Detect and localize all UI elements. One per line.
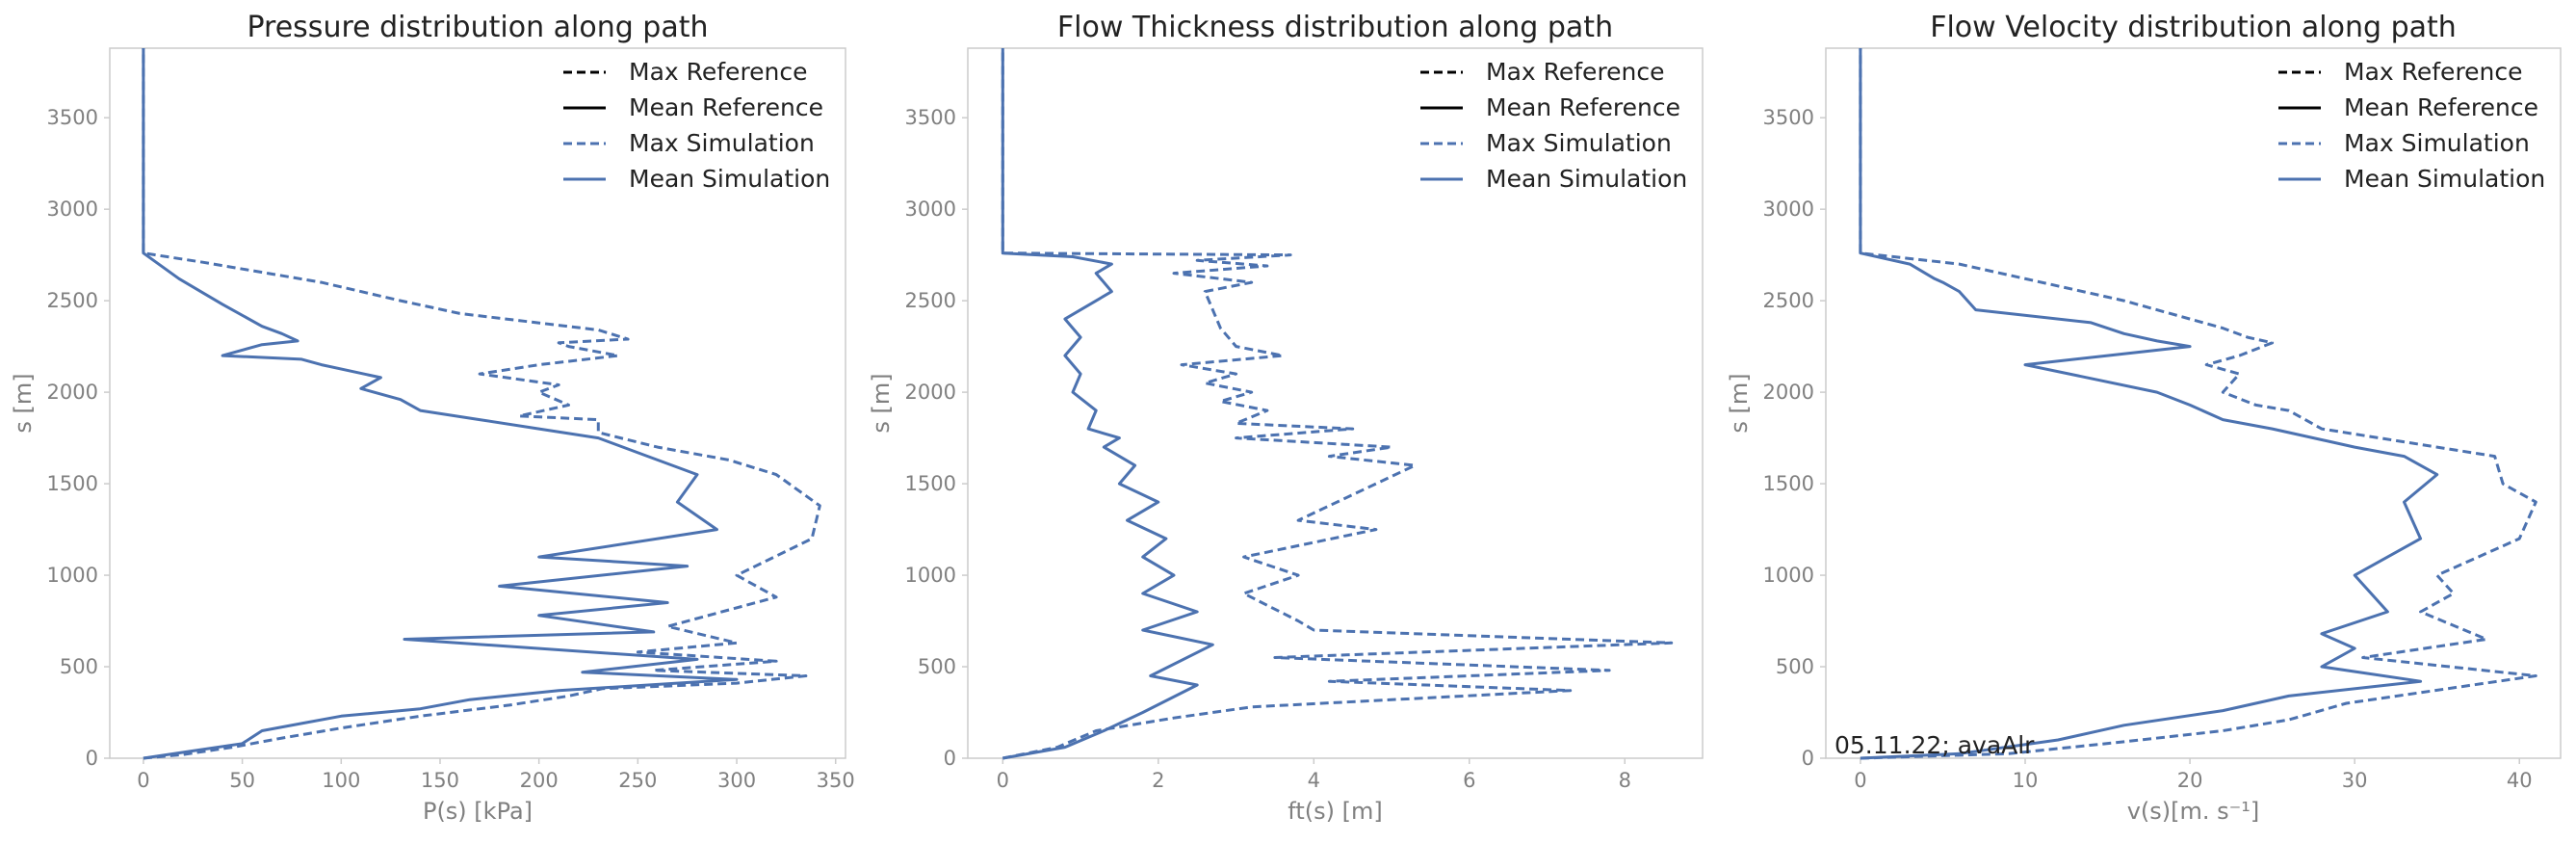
y-tick-label: 2500 xyxy=(1763,289,1814,312)
chart-panel-3: Flow Velocity distribution along path 0 10… xyxy=(1726,11,2562,825)
x-tick-label: 10 xyxy=(2013,769,2039,792)
axes-frame xyxy=(967,47,1704,759)
axes-frame xyxy=(1825,47,2562,759)
y-tick-label: 2000 xyxy=(905,381,956,404)
y-tick-label: 2000 xyxy=(47,381,98,404)
x-tick-label: 8 xyxy=(1619,769,1631,792)
y-axis-label: s [m] xyxy=(10,373,37,433)
x-axis-label: ft(s) [m] xyxy=(1288,798,1382,825)
legend-label: Mean Reference xyxy=(2344,93,2538,121)
y-tick-label: 3000 xyxy=(47,198,98,221)
chart-title: Flow Thickness distribution along path xyxy=(1057,11,1613,44)
x-tick-label: 200 xyxy=(520,769,559,792)
legend-label: Mean Reference xyxy=(1486,93,1680,121)
y-tick-label: 1000 xyxy=(47,564,98,587)
chart-title: Flow Velocity distribution along path xyxy=(1930,11,2457,44)
y-tick-label: 1500 xyxy=(47,472,98,495)
x-tick-label: 300 xyxy=(717,769,756,792)
y-tick-label: 3000 xyxy=(905,198,956,221)
y-tick-label: 3500 xyxy=(1763,106,1814,129)
legend-label: Max Reference xyxy=(2344,58,2523,86)
y-tick-label: 0 xyxy=(944,747,956,770)
axes-frame xyxy=(109,47,846,759)
x-tick-label: 2 xyxy=(1152,769,1164,792)
y-tick-label: 2500 xyxy=(47,289,98,312)
x-tick-label: 0 xyxy=(137,769,149,792)
x-tick-label: 350 xyxy=(817,769,855,792)
y-tick-label: 1500 xyxy=(905,472,956,495)
y-tick-label: 3500 xyxy=(47,106,98,129)
x-axis-label: P(s) [kPa] xyxy=(423,798,533,825)
legend-label: Mean Simulation xyxy=(1486,165,1687,193)
y-tick-label: 1500 xyxy=(1763,472,1814,495)
chart-panel-1: Pressure distribution along path 0 50 100 15… xyxy=(10,11,855,825)
legend-label: Max Simulation xyxy=(2344,129,2530,157)
y-tick-label: 2500 xyxy=(905,289,956,312)
y-tick-label: 500 xyxy=(918,655,956,678)
legend-label: Mean Reference xyxy=(629,93,823,121)
y-tick-label: 1000 xyxy=(905,564,956,587)
x-axis-label: v(s)[m. s⁻¹] xyxy=(2127,798,2260,825)
series-line-mean-simulation xyxy=(1001,48,1214,760)
chart-title: Pressure distribution along path xyxy=(247,11,708,44)
footnote-label: 05.11.22; avaAlr xyxy=(1834,731,2035,759)
legend-label: Max Reference xyxy=(629,58,808,86)
x-tick-label: 150 xyxy=(421,769,459,792)
legend-label: Max Simulation xyxy=(1486,129,1672,157)
y-axis-label: s [m] xyxy=(1726,373,1753,433)
chart-panel-2: Flow Thickness distribution along path 0 2… xyxy=(868,11,1704,825)
x-tick-label: 20 xyxy=(2177,769,2203,792)
series-line-mean-simulation xyxy=(142,48,739,760)
x-tick-label: 40 xyxy=(2507,769,2533,792)
y-axis-label: s [m] xyxy=(868,373,895,433)
legend-label: Mean Simulation xyxy=(2344,165,2545,193)
y-tick-label: 1000 xyxy=(1763,564,1814,587)
y-tick-label: 0 xyxy=(1802,747,1814,770)
series-line-max-simulation xyxy=(142,48,821,760)
x-tick-label: 4 xyxy=(1308,769,1320,792)
y-tick-label: 500 xyxy=(60,655,98,678)
x-tick-label: 30 xyxy=(2342,769,2368,792)
y-tick-label: 500 xyxy=(1776,655,1814,678)
legend-label: Max Reference xyxy=(1486,58,1665,86)
x-tick-label: 250 xyxy=(618,769,657,792)
x-tick-label: 0 xyxy=(1854,769,1866,792)
series-line-max-simulation xyxy=(1859,48,2537,760)
x-tick-label: 0 xyxy=(997,769,1009,792)
x-tick-label: 100 xyxy=(322,769,360,792)
y-tick-label: 3500 xyxy=(905,106,956,129)
x-tick-label: 50 xyxy=(229,769,255,792)
legend-label: Mean Simulation xyxy=(629,165,830,193)
x-tick-label: 6 xyxy=(1463,769,1475,792)
legend-label: Max Simulation xyxy=(629,129,815,157)
y-tick-label: 3000 xyxy=(1763,198,1814,221)
y-tick-label: 0 xyxy=(86,747,98,770)
y-tick-label: 2000 xyxy=(1763,381,1814,404)
series-line-mean-simulation xyxy=(1859,48,2439,760)
